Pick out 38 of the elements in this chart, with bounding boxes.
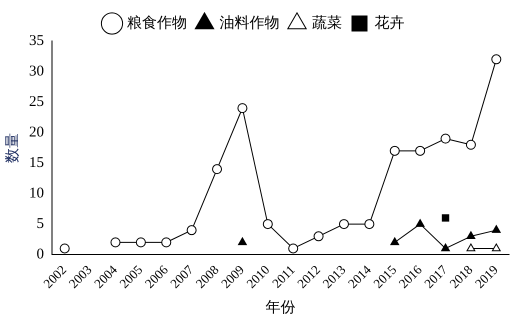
point (466, 231, 476, 240)
point (441, 243, 450, 252)
point (492, 225, 501, 233)
legend-label: 油料作物 (220, 14, 280, 32)
point (288, 243, 298, 254)
legend-label: 蔬菜 (312, 14, 342, 32)
point (161, 237, 172, 248)
point (237, 103, 248, 114)
y-tick-label: 20 (29, 124, 44, 140)
point (491, 54, 502, 64)
x-axis-title: 年份 (266, 298, 296, 316)
y-axis-title: 数量 (4, 132, 21, 163)
legend-label: 花卉 (374, 14, 404, 32)
y-tick-label: 0 (36, 246, 44, 263)
y-tick-label: 35 (29, 32, 44, 49)
point (110, 237, 120, 248)
point (136, 237, 146, 248)
point (390, 237, 400, 246)
point (390, 146, 400, 156)
y-tick-label: 30 (29, 63, 44, 80)
point (262, 219, 273, 230)
point (238, 237, 247, 246)
point (442, 214, 450, 222)
point (60, 243, 70, 254)
point (212, 164, 222, 174)
y-tick-label: 10 (29, 186, 44, 202)
point (440, 134, 451, 144)
y-tick-label: 15 (29, 154, 44, 171)
point (338, 219, 349, 230)
point (186, 225, 197, 236)
point (466, 140, 476, 150)
y-tick-label: 5 (36, 216, 44, 232)
point (415, 146, 426, 156)
y-tick-label: 25 (29, 94, 44, 110)
point (416, 219, 425, 227)
point (314, 231, 324, 242)
legend-label: 粮食作物 (127, 14, 187, 32)
point (364, 219, 374, 230)
